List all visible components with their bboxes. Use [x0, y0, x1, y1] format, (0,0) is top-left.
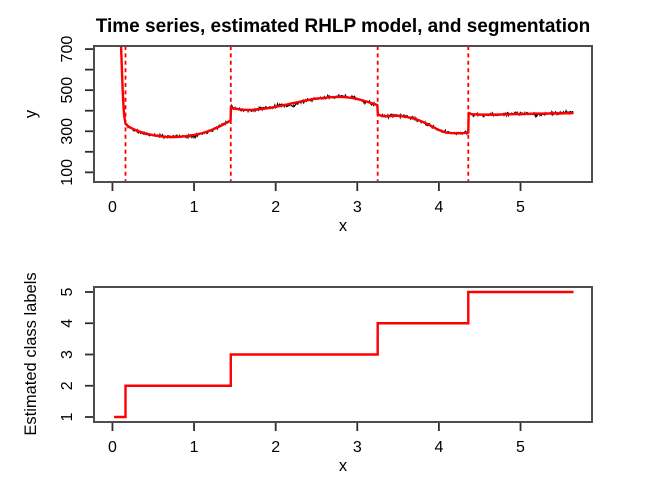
model-series-line [119, 46, 574, 139]
plot-content [119, 46, 574, 140]
plot-frame [93, 45, 593, 183]
x-tick-label: 4 [434, 439, 443, 456]
x-tick-label: 1 [190, 439, 199, 456]
y-tick-label: 4 [59, 319, 76, 328]
x-tick-label: 2 [271, 199, 280, 216]
x-tick-label: 4 [434, 199, 443, 216]
bottom-xaxis-label: x [339, 457, 348, 475]
top-xaxis-label: x [339, 217, 348, 235]
top-yaxis-label: y [22, 109, 40, 118]
class-step-line [114, 290, 574, 419]
plot-content [114, 290, 574, 419]
x-tick-label: 0 [108, 199, 117, 216]
x-tick-label: 0 [108, 439, 117, 456]
y-tick-label: 3 [59, 350, 76, 359]
x-tick-label: 3 [353, 439, 362, 456]
y-tick-label: 700 [59, 36, 76, 63]
x-tick-label: 2 [271, 439, 280, 456]
y-tick-label: 300 [59, 118, 76, 145]
y-tick-label: 500 [59, 77, 76, 104]
plot-areas: 0 1 2 3 4 5 100 300 500 700 0 1 2 3 4 5 1 2 3 4 5 [59, 36, 593, 456]
y-tick-label: 2 [59, 381, 76, 390]
y-tick-label: 5 [59, 287, 76, 296]
plot-frame [93, 286, 593, 423]
y-tick-label: 100 [59, 159, 76, 186]
x-tick-label: 5 [516, 199, 525, 216]
y-tick-label: 1 [59, 412, 76, 421]
chart-title: Time series, estimated RHLP model, and s… [96, 16, 591, 37]
x-tick-label: 1 [190, 199, 199, 216]
plot-timeseries: 0 1 2 3 4 5 100 300 500 700 [59, 36, 593, 216]
plot-class-labels: 0 1 2 3 4 5 1 2 3 4 5 [59, 286, 593, 456]
x-tick-label: 3 [353, 199, 362, 216]
x-tick-label: 5 [516, 439, 525, 456]
bottom-yaxis-label: Estimated class labels [22, 272, 40, 435]
